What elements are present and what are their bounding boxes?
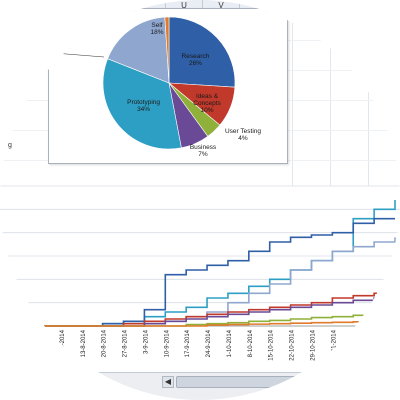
x-tick-label: 5-11-2014 (331, 329, 337, 357)
line-series[interactable] (40, 237, 396, 327)
embedded-pie-chart[interactable]: Research 26% Ideas & Concepts 10% User Testin… (48, 8, 288, 164)
column-header-u-label: U (181, 1, 187, 10)
pie-slice[interactable] (168, 16, 236, 88)
pie-data-label: User Testing 4% (225, 128, 261, 142)
embedded-line-chart[interactable]: 29-7-2014 6-8-2014 13-8-2014 20-8-2014 27-8-… (0, 180, 400, 376)
gridline (368, 11, 369, 186)
x-tick-label: 10-9-2014 (164, 329, 170, 357)
line-series[interactable] (40, 320, 395, 327)
line-series[interactable] (40, 200, 396, 327)
x-tick-label: 12-11-2014 (352, 329, 358, 360)
cell-text-g: g (8, 142, 12, 149)
pie-data-label: Ideas & Concepts 10% (193, 93, 221, 114)
pie-slice[interactable] (107, 16, 170, 84)
pie-data-label: Self 18% (150, 22, 163, 36)
pie-data-label: Research 26% (182, 53, 210, 67)
pie-slice[interactable] (164, 16, 170, 84)
x-tick-label: 13-8-2014 (81, 329, 87, 357)
x-tick-label: 29-10-2014 (310, 329, 316, 360)
line-series[interactable] (40, 217, 395, 327)
x-tick-label: 17-9-2014 (185, 329, 191, 357)
x-tick-label: 22-10-2014 (290, 329, 296, 360)
pie-chart-svg: Research 26% Ideas & Concepts 10% User Testin… (53, 16, 261, 158)
line-series[interactable] (40, 291, 396, 327)
pie-slice[interactable] (102, 58, 182, 150)
scroll-left-arrow-icon[interactable]: ◀ (162, 376, 174, 388)
x-tick-label: 27-8-2014 (123, 329, 129, 357)
x-tick-label: 1-10-2014 (227, 329, 233, 357)
line-series[interactable] (40, 295, 396, 327)
x-tick-label: 15-10-2014 (269, 329, 275, 360)
x-tick-label: 3-9-2014 (143, 329, 149, 354)
gridline (330, 11, 331, 186)
x-tick-label: 26-11-2014 (394, 329, 400, 360)
x-tick-label: 20-8-2014 (102, 329, 108, 357)
gridline (292, 11, 293, 186)
x-tick-label: 29-7-2014 (39, 329, 45, 357)
x-tick-label: 8-10-2014 (248, 329, 254, 357)
line-chart-svg: 29-7-2014 6-8-2014 13-8-2014 20-8-2014 27-8-… (0, 185, 400, 361)
horizontal-scrollbar[interactable]: ◀ (0, 372, 400, 400)
x-tick-label: 24-9-2014 (206, 329, 212, 357)
pie-data-label: Prototyping 34% (127, 99, 160, 113)
scrollbar-thumb[interactable] (176, 376, 358, 388)
pie-leader-line (53, 52, 105, 58)
column-header-v-label: V (218, 1, 224, 10)
pie-data-label: Business 7% (190, 144, 217, 158)
x-tick-label: 6-8-2014 (60, 329, 66, 354)
x-tick-label: 19-11-2014 (373, 329, 379, 360)
